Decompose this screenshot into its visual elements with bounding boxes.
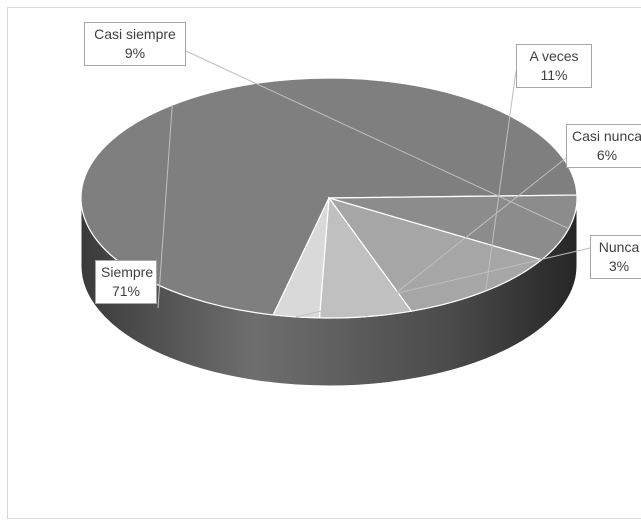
- leader-line-a-veces: [485, 70, 517, 292]
- leader-line-siempre: [157, 104, 173, 309]
- leader-line-casi-siempre: [185, 50, 569, 230]
- data-label-casi-siempre: Casi siempre 9%: [84, 22, 186, 66]
- data-label-siempre-pct: 71%: [111, 283, 141, 299]
- data-label-casi-siempre-name: Casi siempre: [94, 26, 176, 42]
- leader-line-nunca: [296, 247, 591, 318]
- chart-area: Siempre 71% Casi siempre 9% A veces 11% …: [7, 7, 641, 519]
- data-label-a-veces-name: A veces: [529, 48, 579, 64]
- data-label-casi-nunca: Casi nunca 6%: [566, 124, 641, 168]
- pie-slice-nunca: [272, 197, 330, 319]
- pie-chart: [80, 50, 591, 387]
- data-label-nunca-name: Nunca: [598, 239, 640, 255]
- data-label-casi-siempre-pct: 9%: [124, 45, 146, 61]
- data-label-nunca: Nunca 3%: [590, 235, 641, 279]
- pie-slice-a-veces: [327, 196, 543, 312]
- leader-line-casi-nunca: [365, 157, 567, 318]
- data-label-casi-nunca-name: Casi nunca: [572, 128, 641, 144]
- data-label-a-veces: A veces 11%: [516, 44, 592, 88]
- data-label-siempre-name: Siempre: [101, 264, 154, 280]
- data-label-a-veces-pct: 11%: [540, 67, 568, 83]
- data-label-siempre: Siempre 71%: [95, 260, 157, 304]
- data-label-nunca-pct: 3%: [608, 258, 630, 274]
- data-label-casi-nunca-pct: 6%: [596, 147, 618, 163]
